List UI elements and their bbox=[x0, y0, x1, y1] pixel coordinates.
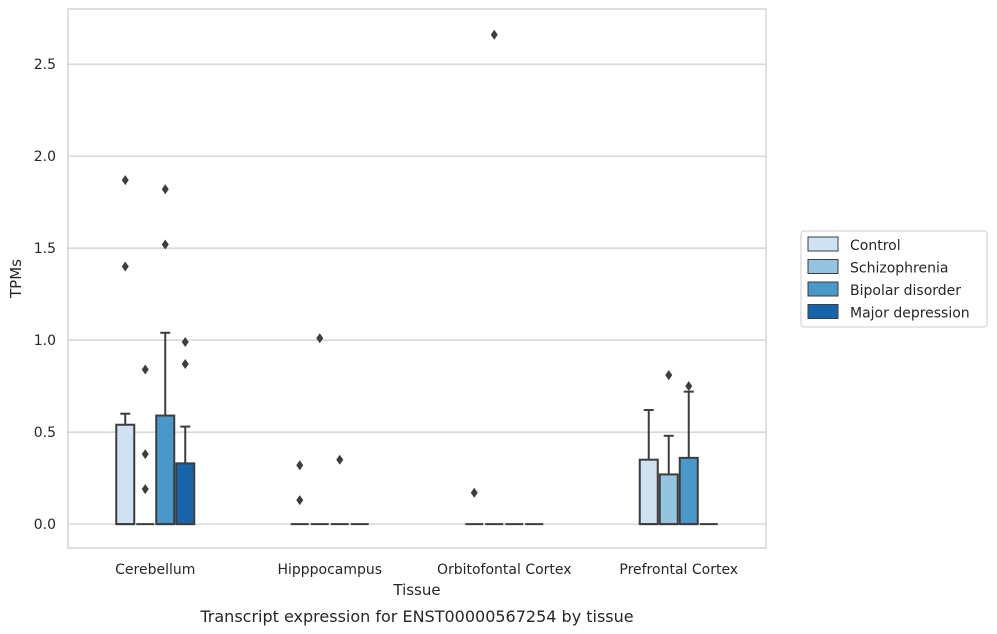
outlier-point bbox=[336, 454, 344, 465]
legend-label: Bipolar disorder bbox=[850, 283, 961, 299]
outlier-point bbox=[490, 29, 498, 40]
plot-area bbox=[67, 8, 767, 549]
y-tick-label: 2.0 bbox=[34, 149, 56, 165]
box-bipolar-disorder bbox=[678, 381, 699, 526]
y-tick-label: 2.5 bbox=[34, 57, 56, 73]
box-rect bbox=[155, 414, 176, 526]
outlier-point bbox=[141, 364, 149, 375]
outlier-point bbox=[121, 175, 129, 186]
y-tick-label: 1.5 bbox=[34, 241, 56, 257]
box-bipolar-disorder bbox=[330, 454, 349, 526]
outlier-point bbox=[141, 449, 149, 460]
y-tick-label: 0.5 bbox=[34, 425, 56, 441]
box-rect bbox=[638, 458, 659, 526]
legend-label: Control bbox=[850, 238, 901, 254]
outlier-point bbox=[161, 184, 169, 195]
outlier-point bbox=[296, 460, 304, 471]
boxes bbox=[115, 29, 718, 526]
box-schizophrenia bbox=[485, 29, 504, 526]
box-rect bbox=[115, 423, 136, 526]
box-control bbox=[638, 409, 659, 526]
box-rect bbox=[678, 456, 699, 526]
legend-label: Schizophrenia bbox=[850, 261, 948, 277]
x-axis-label: Tissue bbox=[392, 581, 440, 599]
chart-caption: Transcript expression for ENST0000056725… bbox=[199, 607, 633, 626]
outlier-point bbox=[470, 487, 478, 498]
outlier-point bbox=[181, 336, 189, 347]
outlier-point bbox=[685, 381, 693, 392]
outlier-point bbox=[161, 239, 169, 250]
x-tick-label: Cerebellum bbox=[115, 562, 195, 578]
x-axis-ticks: Cerebellum Hipppocampus Orbitofontal Corte… bbox=[115, 562, 738, 578]
box-schizophrenia bbox=[310, 333, 329, 526]
box-major-depression bbox=[175, 336, 196, 526]
outlier-point bbox=[316, 333, 324, 344]
legend: Control Schizophrenia Bipolar disorder Majo… bbox=[800, 230, 988, 328]
legend-swatch bbox=[807, 304, 839, 319]
y-axis-ticks: 0.0 0.5 1.0 1.5 2.0 2.5 bbox=[34, 57, 56, 533]
box-rect bbox=[175, 462, 196, 526]
box-control bbox=[465, 487, 484, 526]
x-tick-label: Orbitofontal Cortex bbox=[437, 562, 572, 578]
legend-swatch bbox=[807, 236, 839, 252]
box-rect bbox=[658, 473, 679, 526]
y-axis-label: TPMs bbox=[7, 259, 25, 299]
y-tick-label: 1.0 bbox=[34, 333, 56, 349]
box-control bbox=[115, 175, 136, 526]
box-bipolar-disorder bbox=[155, 184, 176, 526]
legend-swatch bbox=[807, 281, 839, 297]
x-tick-label: Hipppocampus bbox=[277, 562, 382, 578]
y-tick-label: 0.0 bbox=[34, 517, 56, 533]
outlier-point bbox=[296, 495, 304, 506]
legend-label: Major depression bbox=[850, 306, 970, 322]
legend-frame bbox=[800, 230, 988, 328]
outlier-point bbox=[181, 359, 189, 370]
outlier-point bbox=[121, 261, 129, 272]
outlier-point bbox=[665, 370, 673, 381]
x-tick-label: Prefrontal Cortex bbox=[619, 562, 738, 578]
legend-swatch bbox=[807, 259, 839, 274]
box-schizophrenia bbox=[658, 370, 679, 526]
box-schizophrenia bbox=[136, 364, 155, 526]
outlier-point bbox=[141, 484, 149, 495]
box-control bbox=[290, 460, 309, 526]
